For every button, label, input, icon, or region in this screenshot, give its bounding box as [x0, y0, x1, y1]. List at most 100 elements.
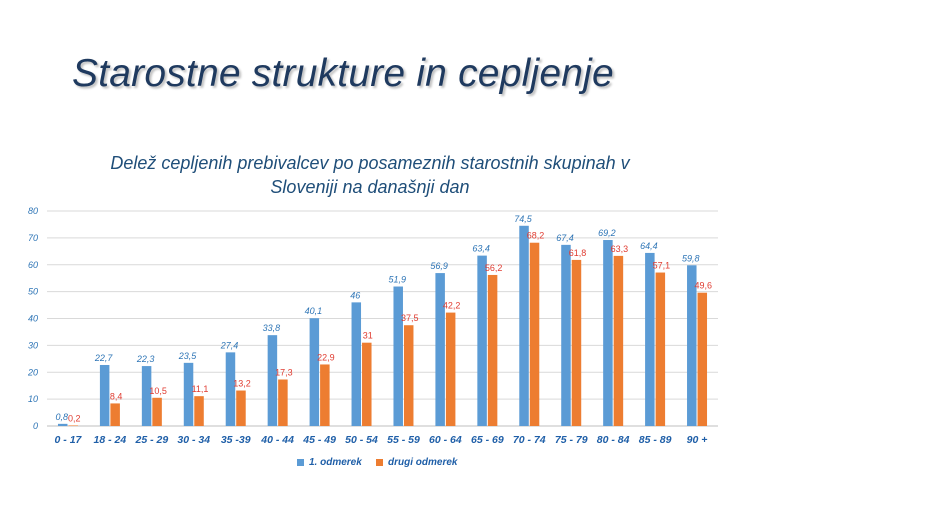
- bar-series-1: [351, 302, 362, 426]
- bar-series-2: [194, 396, 204, 426]
- data-label-series-1: 59,8: [682, 253, 700, 263]
- data-label-series-1: 23,5: [178, 351, 198, 361]
- x-tick-label: 25 - 29: [134, 434, 168, 446]
- bar-series-2: [487, 274, 498, 426]
- bar-series-2: [697, 292, 708, 426]
- data-label-series-2: 8,4: [110, 391, 123, 401]
- data-label-series-2: 17,3: [275, 368, 293, 378]
- legend-label-series-2: drugi odmerek: [388, 457, 458, 468]
- data-label-series-1: 27,4: [220, 340, 239, 350]
- bar-series-1: [687, 265, 697, 426]
- bar-series-2: [320, 364, 330, 426]
- data-label-series-2: 68,2: [527, 231, 545, 241]
- data-label-series-2: 49,6: [695, 281, 713, 291]
- bar-series-1: [519, 225, 529, 426]
- bar-series-2: [362, 342, 372, 426]
- legend-swatch-series-2: [376, 459, 383, 466]
- y-tick-label: 0: [33, 421, 38, 431]
- legend-item-series-2: drugi odmerek: [376, 457, 457, 468]
- legend-swatch-series-1: [297, 459, 304, 466]
- bar-series-2: [403, 325, 414, 426]
- bar-series-1: [603, 240, 613, 426]
- slide-title: Starostne strukture in cepljenje: [72, 52, 614, 95]
- y-tick-label: 20: [27, 367, 38, 377]
- x-tick-label: 35 -39: [221, 434, 251, 446]
- bar-series-2: [529, 242, 540, 426]
- bar-series-1: [225, 352, 236, 426]
- y-tick-label: 30: [28, 340, 38, 350]
- y-tick-label: 40: [28, 314, 38, 324]
- data-label-series-2: 0,2: [68, 413, 81, 423]
- x-tick-label: 85 - 89: [639, 434, 672, 446]
- x-tick-label: 65 - 69: [471, 434, 504, 446]
- bar-series-2: [613, 255, 624, 426]
- bar-series-1: [435, 273, 445, 426]
- bar-series-2: [152, 397, 162, 426]
- data-label-series-1: 40,1: [305, 306, 323, 316]
- chart-title-line-1: Delež cepljenih prebivalcev po posamezni…: [110, 153, 630, 173]
- bar-series-1: [57, 423, 68, 426]
- data-label-series-2: 11,1: [192, 384, 209, 394]
- bar-series-2: [655, 272, 666, 426]
- chart-title: Delež cepljenih prebivalcev po posamezni…: [90, 151, 650, 199]
- x-tick-label: 75 - 79: [555, 434, 588, 446]
- data-label-series-1: 22,7: [94, 353, 114, 363]
- chart-title-line-2: Sloveniji na današnji dan: [270, 177, 470, 197]
- data-label-series-2: 57,1: [653, 261, 671, 271]
- bar-series-2: [445, 312, 456, 426]
- bar-series-1: [267, 335, 278, 426]
- bar-series-1: [183, 362, 194, 426]
- data-label-series-1: 69,2: [598, 228, 616, 238]
- data-label-series-1: 56,9: [430, 261, 448, 271]
- bar-series-2: [110, 403, 120, 426]
- data-label-series-2: 61,8: [569, 248, 587, 258]
- bar-series-1: [99, 364, 110, 426]
- bar-series-2: [278, 379, 288, 426]
- data-label-series-1: 33,8: [263, 323, 281, 333]
- bar-series-1: [309, 318, 320, 426]
- data-label-series-2: 37,5: [401, 313, 419, 323]
- data-label-series-1: 74,5: [514, 214, 533, 224]
- data-label-series-1: 63,4: [472, 244, 490, 254]
- data-label-series-2: 22,9: [317, 352, 335, 362]
- data-label-series-1: 64,4: [640, 241, 658, 251]
- bar-series-1: [561, 244, 571, 426]
- chart-legend: 1. odmerek drugi odmerek: [0, 457, 943, 471]
- data-label-series-1: 0,8: [55, 412, 68, 422]
- data-label-series-1: 46: [350, 290, 360, 300]
- x-tick-label: 30 - 34: [177, 434, 210, 446]
- bar-series-2: [571, 259, 582, 426]
- x-tick-label: 40 - 44: [260, 434, 294, 446]
- bar-series-2: [68, 425, 78, 426]
- x-tick-label: 55 - 59: [387, 434, 420, 446]
- bar-series-1: [645, 252, 655, 426]
- x-tick-label: 60 - 64: [429, 434, 462, 446]
- data-label-series-2: 42,2: [443, 301, 461, 311]
- y-tick-label: 60: [28, 260, 38, 270]
- data-label-series-2: 10,5: [149, 386, 167, 396]
- x-tick-label: 18 - 24: [94, 434, 127, 446]
- bar-series-1: [141, 366, 152, 426]
- y-tick-label: 70: [28, 233, 38, 243]
- bar-series-1: [477, 255, 487, 426]
- bar-series-1: [393, 286, 403, 426]
- data-label-series-2: 63,3: [611, 244, 629, 254]
- x-tick-label: 70 - 74: [513, 434, 546, 446]
- x-tick-label: 80 - 84: [597, 434, 630, 446]
- x-tick-label: 50 - 54: [345, 434, 378, 446]
- legend-item-series-1: 1. odmerek: [297, 457, 362, 468]
- y-tick-label: 80: [28, 206, 38, 216]
- data-label-series-1: 67,4: [556, 233, 574, 243]
- x-tick-label: 0 - 17: [55, 434, 83, 446]
- y-tick-label: 50: [28, 287, 38, 297]
- legend-label-series-1: 1. odmerek: [309, 457, 362, 468]
- data-label-series-2: 56,2: [485, 263, 503, 273]
- x-tick-label: 90 +: [687, 434, 708, 446]
- data-label-series-1: 51,9: [388, 275, 406, 285]
- x-tick-label: 45 - 49: [302, 434, 336, 446]
- y-tick-label: 10: [28, 394, 38, 404]
- data-label-series-1: 22,3: [136, 354, 155, 364]
- bar-series-2: [236, 390, 246, 426]
- data-label-series-2: 31: [363, 331, 373, 341]
